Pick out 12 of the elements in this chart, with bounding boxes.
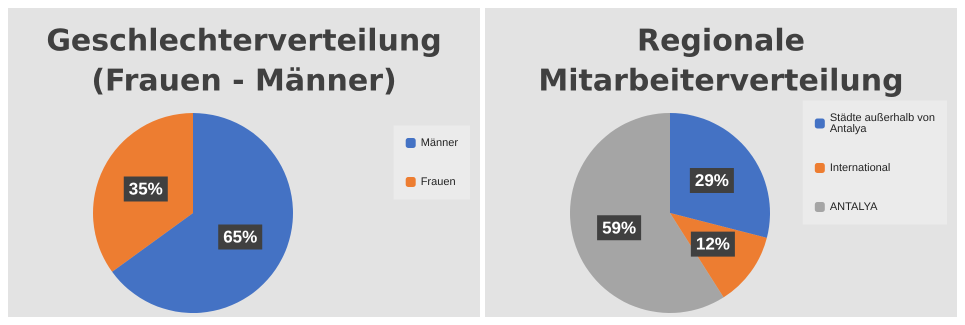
legend-label: International xyxy=(830,162,890,174)
legend-label: Frauen xyxy=(420,176,456,188)
legend-label: Städte außerhalb von Antalya xyxy=(830,112,936,135)
data-label: 35% xyxy=(128,179,163,198)
chart-title: Regionale Mitarbeiterverteilung xyxy=(538,24,904,98)
data-label: 59% xyxy=(602,218,636,238)
data-label: 12% xyxy=(696,234,730,254)
data-label: 65% xyxy=(223,228,258,247)
legend-label: ANTALYA xyxy=(830,201,878,213)
chart-title: Geschlechterverteilung (Frauen - Männer) xyxy=(46,24,442,98)
legend-label: Männer xyxy=(420,137,458,149)
data-label: 29% xyxy=(694,171,729,190)
